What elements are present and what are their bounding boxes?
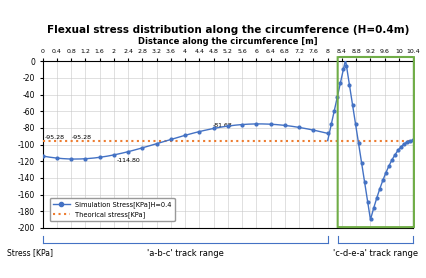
Text: 'a-b-c' track range: 'a-b-c' track range [147, 249, 224, 258]
Text: 'c-d-e-a' track range: 'c-d-e-a' track range [333, 249, 418, 258]
Text: Stress [KPa]: Stress [KPa] [7, 248, 53, 257]
Text: -95.28: -95.28 [72, 135, 92, 140]
Legend: Simulation Stress[KPa]H=0.4, Theorical stress[KPa]: Simulation Stress[KPa]H=0.4, Theorical s… [50, 198, 175, 221]
Text: -114.80: -114.80 [116, 158, 140, 163]
X-axis label: Distance along the circumference [m]: Distance along the circumference [m] [138, 37, 318, 46]
Text: -95.28: -95.28 [44, 135, 64, 140]
Title: Flexual stress distribution along the circumference (H=0.4m): Flexual stress distribution along the ci… [47, 25, 409, 35]
Text: -81.68: -81.68 [213, 123, 233, 128]
